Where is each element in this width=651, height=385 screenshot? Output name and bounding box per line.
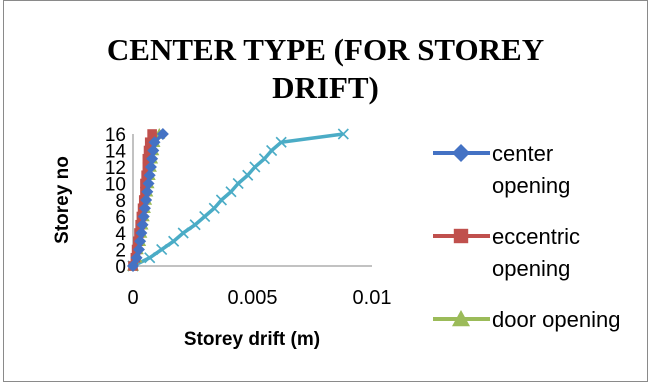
data-point (190, 220, 200, 230)
legend-item: door opening (433, 307, 620, 332)
x-tick-label: 0.01 (353, 287, 392, 309)
legend-label: door opening (492, 307, 620, 332)
x-tick-label: 0.005 (227, 287, 277, 309)
x-tick-label: 0 (127, 287, 138, 309)
data-point (216, 195, 226, 205)
legend-item: center opening (433, 141, 570, 198)
y-axis-title: Storey no (52, 156, 73, 244)
series-4 (128, 129, 348, 271)
legend-label: center (492, 141, 553, 166)
legend-marker (452, 144, 470, 162)
data-point (250, 162, 260, 172)
legend-label: opening (492, 256, 570, 281)
data-point (233, 179, 243, 189)
data-point (157, 245, 167, 255)
legend-label: opening (492, 173, 570, 198)
data-point (178, 228, 188, 238)
data-point (169, 236, 179, 246)
data-point (200, 212, 210, 222)
legend-marker (454, 229, 468, 243)
x-axis-title: Storey drift (m) (184, 329, 320, 350)
legend-label: eccentric (492, 224, 580, 249)
legend-item: eccentric opening (433, 224, 580, 281)
y-tick-label: 16 (105, 125, 126, 146)
data-point (267, 146, 277, 156)
